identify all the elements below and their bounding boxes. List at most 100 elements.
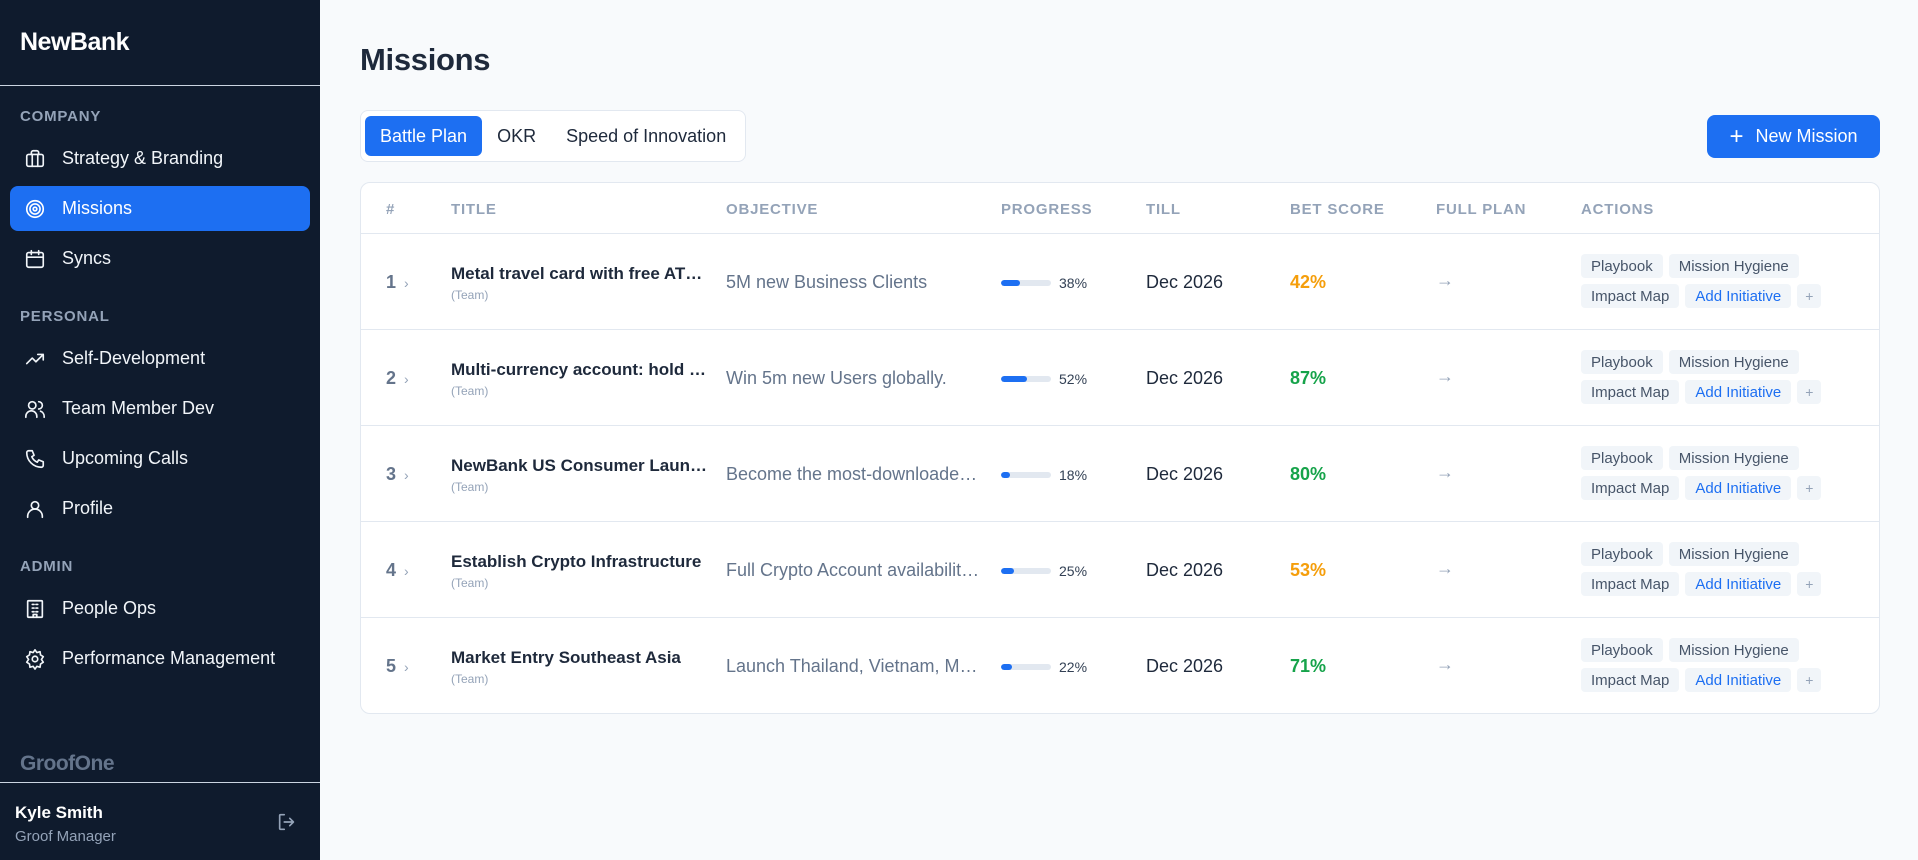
impact-map-chip[interactable]: Impact Map <box>1581 284 1680 308</box>
playbook-chip[interactable]: Playbook <box>1581 254 1663 278</box>
playbook-chip[interactable]: Playbook <box>1581 542 1663 566</box>
impact-map-chip[interactable]: Impact Map <box>1581 476 1680 500</box>
add-more-chip[interactable]: + <box>1797 572 1822 596</box>
chevron-right-icon[interactable]: › <box>404 466 409 483</box>
sidebar-item-people-ops[interactable]: People Ops <box>10 586 310 631</box>
mission-objective: Become the most-downloaded banking app <box>726 464 984 484</box>
sidebar-item-label: People Ops <box>62 598 157 618</box>
tab-speed-of-innovation[interactable]: Speed of Innovation <box>566 125 727 146</box>
progress-bar-fill <box>1001 568 1014 574</box>
sidebar-item-strategy-branding[interactable]: Strategy & Branding <box>10 136 310 181</box>
add-initiative-chip[interactable]: Add Initiative <box>1685 380 1792 404</box>
add-more-chip[interactable]: + <box>1797 284 1822 308</box>
sidebar-item-missions[interactable]: Missions <box>10 186 310 231</box>
mission-team-label: (Team) <box>451 288 489 302</box>
calendar-icon <box>24 248 46 270</box>
row-number[interactable]: 5 › <box>386 656 409 677</box>
view-tabs: Battle Plan OKR Speed of Innovation <box>360 110 747 162</box>
user-icon <box>24 498 46 520</box>
table-row[interactable]: 3 › NewBank US Consumer Launch (Team) Become… <box>361 426 1879 522</box>
chevron-right-icon[interactable]: › <box>404 562 409 579</box>
tab-battle-plan[interactable]: Battle Plan <box>365 116 483 156</box>
mission-hygiene-chip[interactable]: Mission Hygiene <box>1668 446 1799 470</box>
playbook-chip[interactable]: Playbook <box>1581 350 1663 374</box>
playbook-chip[interactable]: Playbook <box>1581 638 1663 662</box>
sidebar-item-label: Profile <box>62 498 114 518</box>
row-number-text: 2 <box>386 368 397 388</box>
bet-score: 80% <box>1290 464 1327 484</box>
arrow-right-icon[interactable]: → <box>1436 654 1454 674</box>
add-initiative-chip[interactable]: Add Initiative <box>1685 284 1792 308</box>
row-number-text: 4 <box>386 560 397 580</box>
progress-percent: 25% <box>1059 563 1088 579</box>
brand-logo[interactable]: NewBank <box>0 0 320 86</box>
table-row[interactable]: 2›Multi-currency account: hold and excha… <box>361 330 1879 426</box>
logout-icon[interactable] <box>276 811 298 833</box>
mission-hygiene-chip[interactable]: Mission Hygiene <box>1668 254 1799 278</box>
progress-percent: 52% <box>1059 371 1088 387</box>
table-header: # TITLE OBJECTIVE PROGRESS TILL BET SCOR… <box>361 183 1879 234</box>
phone-icon <box>24 448 46 470</box>
impact-map-chip[interactable]: Impact Map <box>1581 668 1680 692</box>
row-number[interactable]: 3 › <box>386 464 409 485</box>
section-label-company: COMPANY <box>20 108 102 125</box>
bet-score: 71% <box>1290 656 1327 676</box>
sidebar-item-label: Team Member Dev <box>62 398 215 418</box>
chevron-right-icon[interactable]: › <box>404 658 409 675</box>
add-initiative-chip[interactable]: Add Initiative <box>1685 572 1792 596</box>
mission-objective: 5M new Business Clients <box>726 272 928 292</box>
arrow-right-icon[interactable]: → <box>1436 270 1454 290</box>
row-number[interactable]: 2 › <box>386 368 409 389</box>
impact-map-chip[interactable]: Impact Map <box>1581 572 1680 596</box>
arrow-right-icon[interactable]: → <box>1436 462 1454 482</box>
mission-title[interactable]: NewBank US Consumer Launch <box>451 456 709 475</box>
progress-percent: 38% <box>1059 275 1088 291</box>
add-initiative-chip[interactable]: Add Initiative <box>1685 668 1792 692</box>
progress-indicator: 22% <box>1001 659 1087 675</box>
sidebar-item-self-development[interactable]: Self-Development <box>10 336 310 381</box>
chevron-right-icon[interactable]: › <box>404 274 409 291</box>
mission-title[interactable]: Metal travel card with free ATM withdraw… <box>451 264 709 283</box>
progress-bar-fill <box>1001 376 1027 382</box>
chevron-right-icon[interactable]: › <box>404 370 409 387</box>
mission-hygiene-chip[interactable]: Mission Hygiene <box>1668 638 1799 662</box>
progress-bar <box>1001 664 1051 670</box>
mission-title[interactable]: Market Entry Southeast Asia <box>451 648 681 667</box>
table-row[interactable]: 4 › Establish Crypto Infrastructure (Team) F… <box>361 522 1879 618</box>
action-chips: Playbook Mission Hygiene Impact Map Add Ini… <box>1581 446 1841 500</box>
arrow-right-icon[interactable]: → <box>1436 366 1454 386</box>
row-number[interactable]: 4 › <box>386 560 409 581</box>
mission-title[interactable]: Establish Crypto Infrastructure <box>451 552 702 571</box>
section-label-admin: ADMIN <box>20 558 74 575</box>
add-more-chip[interactable]: + <box>1797 668 1822 692</box>
table-row[interactable]: 5 › Market Entry Southeast Asia (Team) Launc… <box>361 618 1879 713</box>
mission-title-cell: Multi-currency account: hold and exchang… <box>451 360 709 398</box>
mission-objective: Win 5m new Users globally. <box>726 368 947 388</box>
mission-title-cell: NewBank US Consumer Launch (Team) <box>451 456 709 494</box>
page-title: Missions <box>360 42 491 77</box>
sidebar-item-syncs[interactable]: Syncs <box>10 236 310 281</box>
sidebar-item-performance-management[interactable]: Performance Management <box>10 636 310 681</box>
tab-okr[interactable]: OKR <box>497 125 537 146</box>
progress-indicator: 52% <box>1001 371 1087 387</box>
impact-map-chip[interactable]: Impact Map <box>1581 380 1680 404</box>
bet-score: 42% <box>1290 272 1327 292</box>
progress-percent: 22% <box>1059 659 1088 675</box>
sidebar-item-team-member-dev[interactable]: Team Member Dev <box>10 386 310 431</box>
playbook-chip[interactable]: Playbook <box>1581 446 1663 470</box>
sidebar-item-profile[interactable]: Profile <box>10 486 310 531</box>
row-number[interactable]: 1 › <box>386 272 409 293</box>
table-row[interactable]: 1› Metal travel card with free ATM withdr… <box>361 234 1879 330</box>
mission-hygiene-chip[interactable]: Mission Hygiene <box>1668 350 1799 374</box>
mission-title[interactable]: Multi-currency account: hold and exchang… <box>451 360 709 379</box>
mission-hygiene-chip[interactable]: Mission Hygiene <box>1668 542 1799 566</box>
arrow-right-icon[interactable]: → <box>1436 558 1454 578</box>
users-icon <box>24 398 46 420</box>
add-more-chip[interactable]: + <box>1797 380 1822 404</box>
sidebar-item-upcoming-calls[interactable]: Upcoming Calls <box>10 436 310 481</box>
footer-brand: GroofOne <box>20 752 115 775</box>
mission-team-label: (Team) <box>451 384 489 398</box>
new-mission-button[interactable]: + New Mission <box>1707 115 1880 158</box>
add-initiative-chip[interactable]: Add Initiative <box>1685 476 1792 500</box>
add-more-chip[interactable]: + <box>1797 476 1822 500</box>
